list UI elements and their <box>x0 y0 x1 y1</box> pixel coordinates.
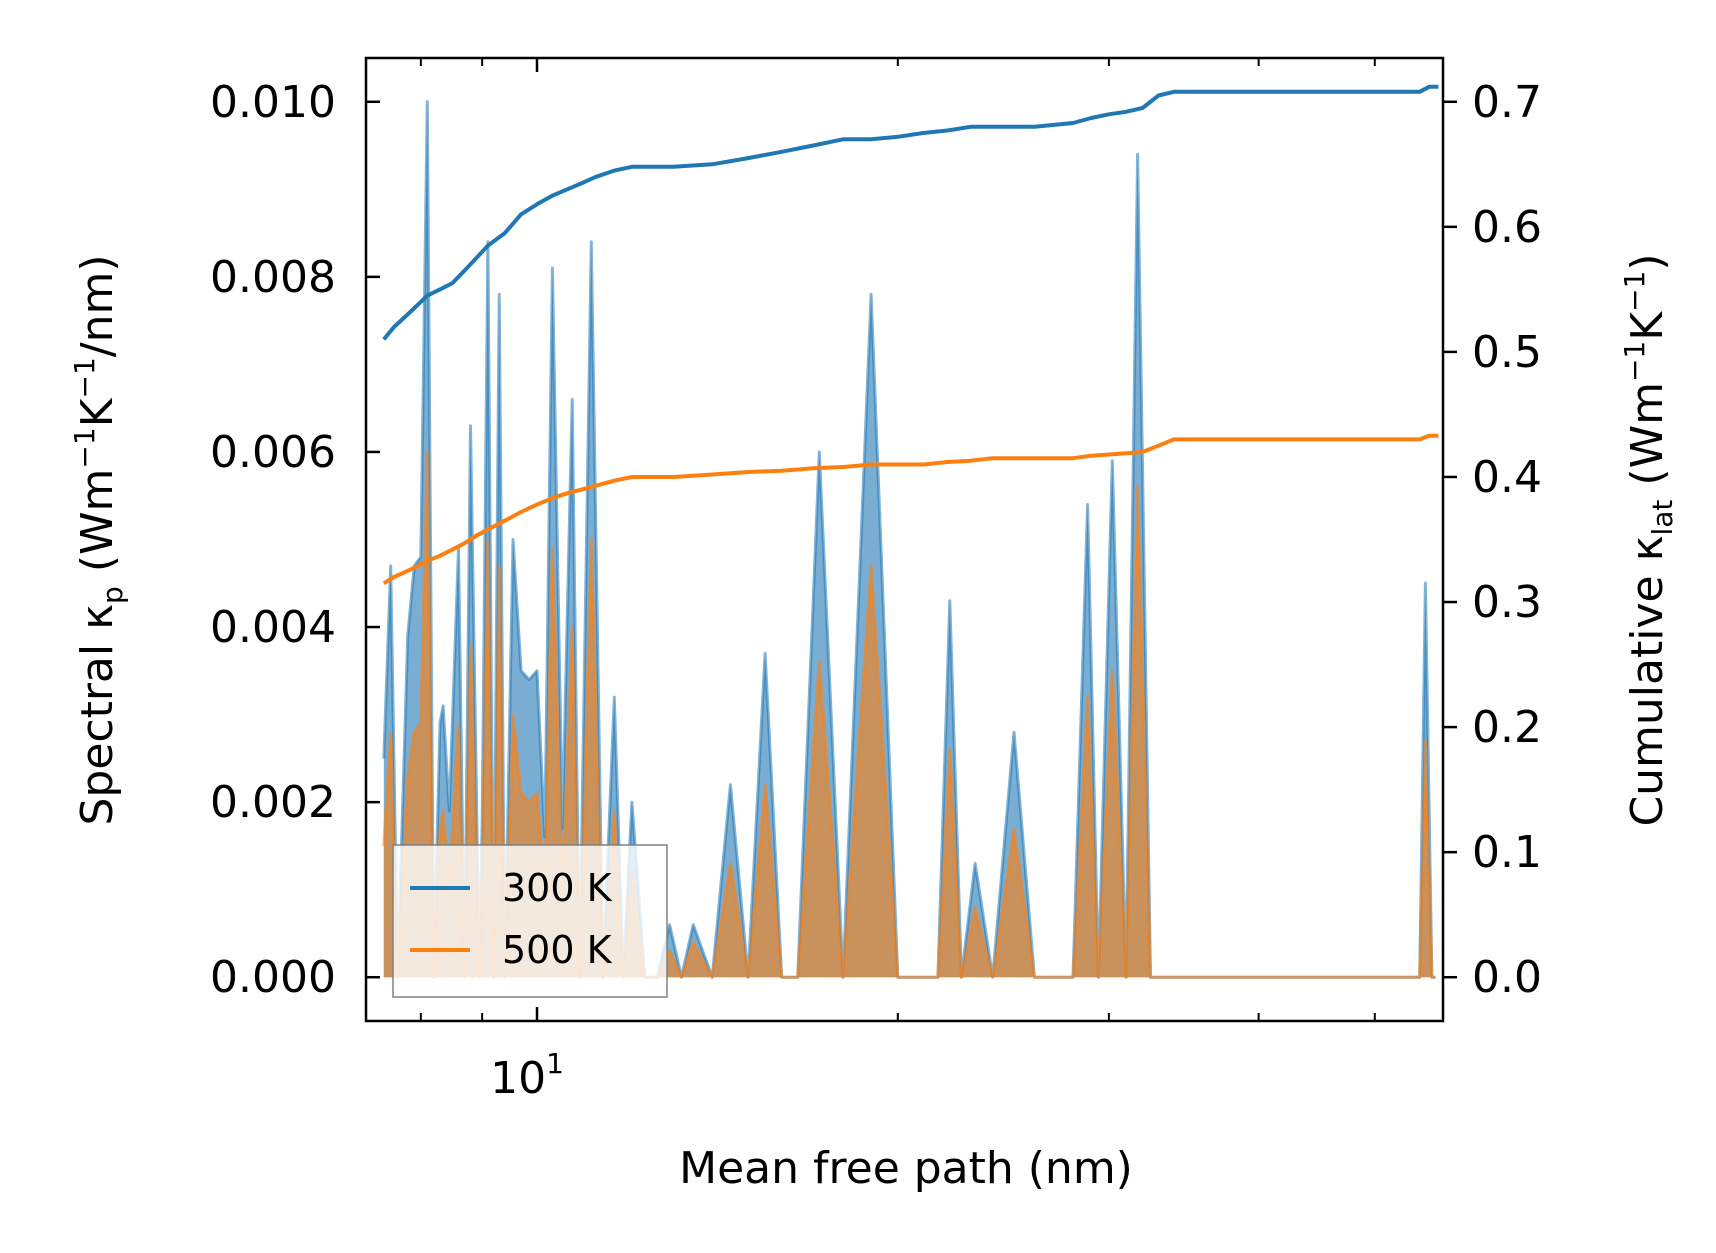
left-tick-label: 0.006 <box>210 427 336 478</box>
left-axis-title-sup2: −1 <box>68 357 101 398</box>
right-tick-label: 0.2 <box>1472 702 1542 753</box>
right-axis-title-sup2: −1 <box>1618 271 1651 312</box>
right-axis-title-tail: ) <box>1622 253 1673 270</box>
legend-label-500K: 500 K <box>502 928 613 972</box>
left-tick-label: 0.000 <box>210 952 336 1003</box>
left-axis-title-k: K <box>72 397 123 427</box>
left-axis-title-unit: (Wm <box>72 469 123 587</box>
left-axis-title: Spectral κp (Wm−1K−1/nm) <box>68 254 129 825</box>
x-tick-label-base: 10 <box>490 1053 546 1104</box>
x-tick-label: 101 <box>490 1047 564 1104</box>
left-axis-title-tail: /nm) <box>72 254 123 357</box>
legend-label-300K: 300 K <box>502 866 613 910</box>
left-tick-label: 0.002 <box>210 777 336 828</box>
legend: 300 K 500 K <box>392 844 668 998</box>
right-tick-label: 0.0 <box>1472 952 1542 1003</box>
axes-frame <box>364 56 1445 1023</box>
x-tick-label-exponent: 1 <box>546 1047 564 1080</box>
plot-frame <box>364 56 1445 1023</box>
x-axis-title: Mean free path (nm) <box>679 1143 1133 1194</box>
right-axis-title-unit: (Wm <box>1622 382 1673 500</box>
right-axis-title-main: Cumulative κ <box>1622 535 1673 826</box>
right-axis-title: Cumulative κlat (Wm−1K−1) <box>1618 253 1679 826</box>
right-tick-label: 0.7 <box>1472 77 1542 128</box>
right-tick-label: 0.3 <box>1472 577 1542 628</box>
right-tick-label: 0.1 <box>1472 827 1542 878</box>
right-tick-label: 0.4 <box>1472 452 1542 503</box>
left-axis-title-subscript: p <box>96 586 129 604</box>
left-tick-label: 0.010 <box>210 77 336 128</box>
legend-box <box>392 844 668 998</box>
spectral-line-500K <box>382 450 1436 979</box>
right-axis-title-subscript: lat <box>1646 500 1679 536</box>
left-axis-ticks: 0.000 0.002 0.004 0.006 0.008 0.010 <box>210 77 380 1003</box>
left-tick-label: 0.004 <box>210 602 336 653</box>
cumulative-line-300K <box>382 84 1439 341</box>
right-axis-ticks: 0.0 0.1 0.2 0.3 0.4 0.5 0.6 0.7 <box>1443 77 1542 1003</box>
right-axis-title-sup1: −1 <box>1618 341 1651 382</box>
cumulative-line-500K <box>382 433 1439 586</box>
left-tick-label: 0.008 <box>210 252 336 303</box>
right-tick-label: 0.6 <box>1472 202 1542 253</box>
left-axis-title-sup1: −1 <box>68 427 101 468</box>
right-tick-label: 0.5 <box>1472 327 1542 378</box>
x-axis-ticks: 101 <box>419 58 1376 1104</box>
right-axis-title-k: K <box>1622 311 1673 341</box>
left-axis-title-main: Spectral κ <box>72 604 123 826</box>
